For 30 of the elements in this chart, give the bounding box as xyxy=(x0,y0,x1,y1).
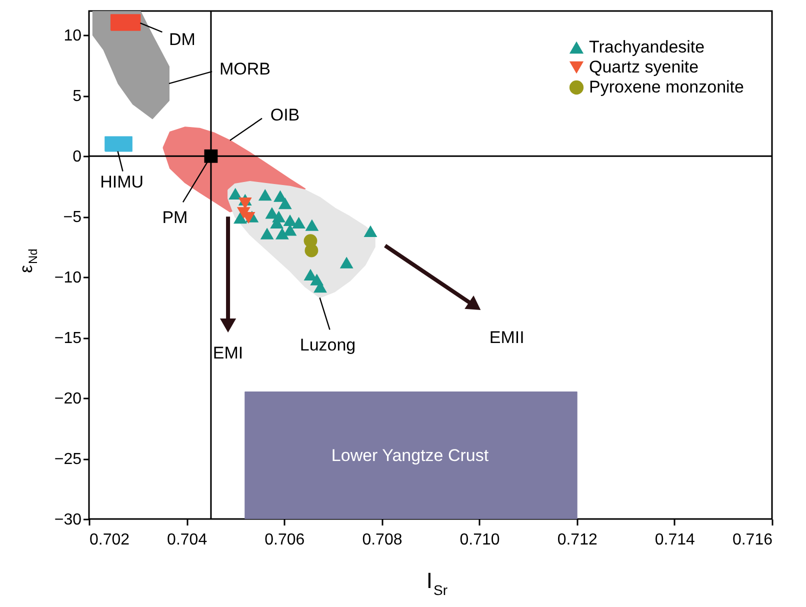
x-tick-label: 0.712 xyxy=(557,532,598,548)
x-tick-label: 0.710 xyxy=(460,532,500,548)
annotation: EMII xyxy=(489,328,524,348)
legend-label: Trachyandesite xyxy=(589,38,705,56)
y-tick-label: −30 xyxy=(54,512,82,528)
y-tick-label: 0 xyxy=(72,148,82,166)
x-tick-label: 0.708 xyxy=(362,532,402,548)
annotation: Lower Yangtze Crust xyxy=(331,446,489,466)
y-tick-label: −10 xyxy=(54,270,82,287)
y-tick-label: −25 xyxy=(54,451,82,468)
x-tick-label: 0.704 xyxy=(167,532,208,548)
y-tick-label: −15 xyxy=(54,330,82,348)
annotation: PM xyxy=(162,208,188,228)
annotation: DM xyxy=(169,30,196,50)
y-tick-label: −5 xyxy=(63,209,82,226)
x-tick-label: 0.716 xyxy=(732,532,773,548)
y-axis-title: εNd xyxy=(16,248,40,274)
annotation: EMI xyxy=(212,343,244,362)
x-tick-label: 0.706 xyxy=(264,532,305,548)
legend-label: Quartz syenite xyxy=(589,58,699,76)
annotation: HIMU xyxy=(100,172,144,192)
annotation: MORB xyxy=(220,60,271,79)
legend-label: Pyroxene monzonite xyxy=(589,78,744,96)
x-tick-label: 0.702 xyxy=(90,532,130,548)
y-tick-label: 10 xyxy=(64,28,82,45)
y-tick-label: 5 xyxy=(72,88,82,106)
x-tick-label: 0.714 xyxy=(654,532,696,548)
annotation: OIB xyxy=(270,105,300,124)
y-tick-label: −20 xyxy=(54,390,82,408)
annotation: Luzong xyxy=(300,336,356,355)
